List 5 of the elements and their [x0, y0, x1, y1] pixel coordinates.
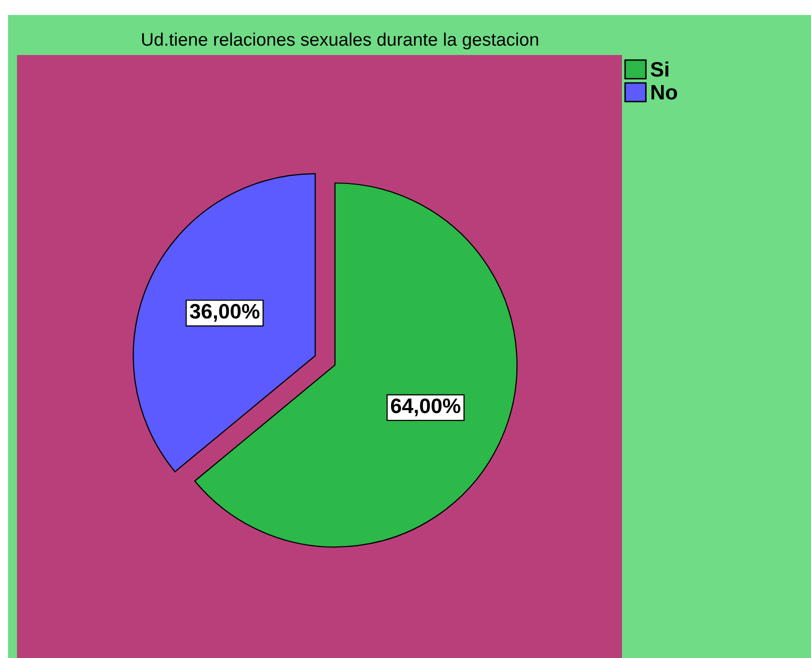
legend-label: No	[651, 85, 678, 100]
data-label: 36,00%	[190, 304, 260, 322]
legend-label: Si	[650, 61, 668, 77]
chart-title: Ud.tiene relaciones sexuales durante la gestacion	[142, 32, 538, 50]
data-label: 64,00%	[391, 398, 460, 416]
